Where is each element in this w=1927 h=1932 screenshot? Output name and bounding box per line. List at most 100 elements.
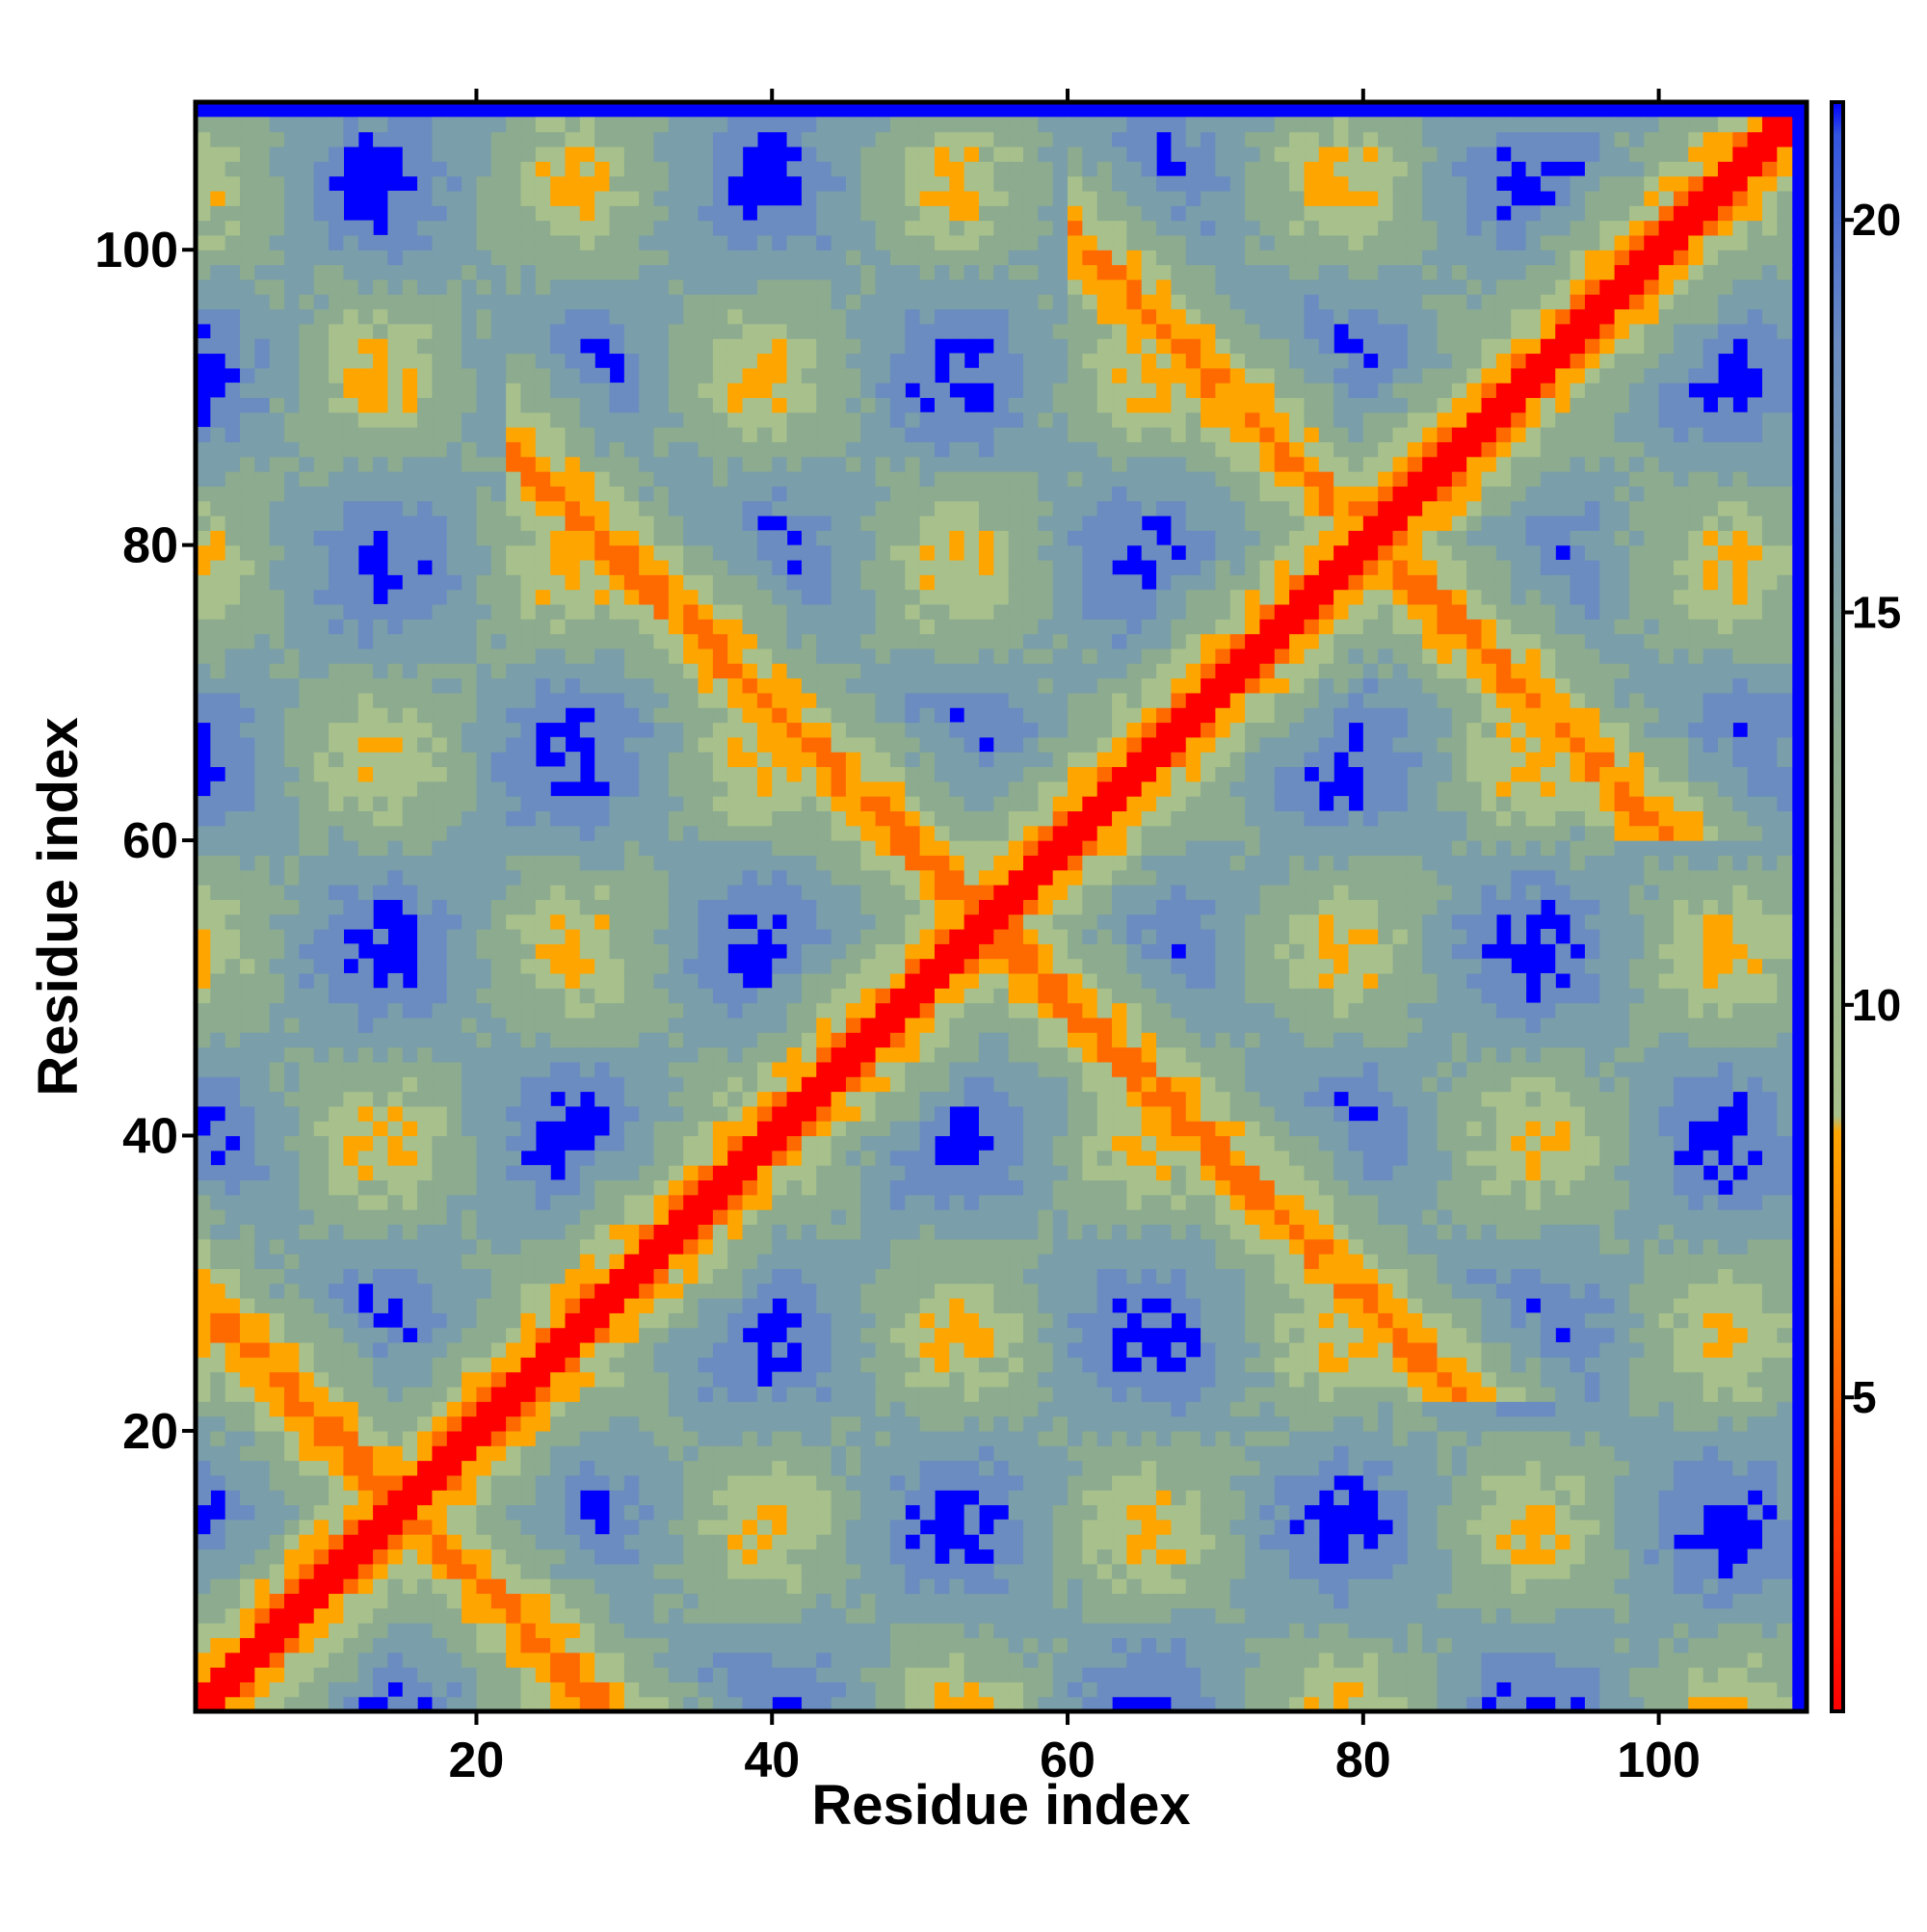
heatmap-cell	[653, 1238, 670, 1255]
heatmap-cell	[476, 796, 492, 812]
heatmap-cell	[639, 589, 655, 605]
heatmap-cell	[446, 825, 462, 841]
heatmap-cell	[446, 1254, 462, 1269]
heatmap-cell	[756, 722, 773, 738]
heatmap-cell	[343, 1121, 359, 1137]
heatmap-cell	[742, 840, 758, 856]
heatmap-cell	[609, 117, 625, 133]
heatmap-cell	[816, 1578, 832, 1595]
heatmap-cell	[653, 869, 670, 886]
heatmap-cell	[756, 411, 773, 428]
heatmap-cell	[756, 456, 773, 472]
heatmap-cell	[357, 855, 374, 871]
heatmap-cell	[727, 397, 744, 413]
heatmap-cell	[756, 205, 773, 222]
heatmap-cell	[845, 1238, 861, 1255]
heatmap-cell	[240, 1667, 255, 1682]
heatmap-cell	[210, 722, 226, 738]
heatmap-cell	[224, 1283, 241, 1299]
heatmap-cell	[683, 810, 700, 827]
heatmap-cell	[299, 441, 315, 458]
heatmap-cell	[343, 1667, 359, 1682]
heatmap-cell	[875, 1430, 891, 1446]
heatmap-cell	[462, 1254, 478, 1269]
heatmap-cell	[357, 1194, 374, 1210]
heatmap-cell	[875, 825, 891, 841]
heatmap-cell	[727, 161, 744, 177]
heatmap-cell	[683, 766, 700, 782]
heatmap-cell	[623, 1357, 640, 1373]
heatmap-cell	[506, 456, 522, 472]
heatmap-cell	[623, 383, 640, 399]
heatmap-cell	[210, 544, 226, 561]
heatmap-cell	[402, 796, 418, 812]
heatmap-cell	[831, 1150, 847, 1166]
heatmap-cell	[313, 1150, 330, 1166]
heatmap-cell	[683, 1563, 700, 1579]
heatmap-cell	[196, 943, 211, 960]
heatmap-cell	[860, 1312, 877, 1329]
heatmap-cell	[786, 1474, 803, 1491]
heatmap-cell	[875, 1121, 891, 1137]
heatmap-cell	[506, 1209, 522, 1225]
heatmap-cell	[313, 1445, 330, 1462]
heatmap-cell	[357, 648, 374, 664]
heatmap-cell	[594, 840, 611, 856]
heatmap-cell	[417, 840, 434, 856]
heatmap-cell	[476, 308, 492, 325]
heatmap-cell	[712, 1179, 728, 1196]
heatmap-cell	[476, 1460, 492, 1476]
heatmap-cell	[653, 220, 670, 236]
heatmap-cell	[668, 427, 684, 442]
heatmap-cell	[550, 1179, 567, 1196]
heatmap-cell	[875, 559, 891, 575]
heatmap-cell	[402, 869, 418, 886]
heatmap-cell	[476, 1165, 492, 1181]
heatmap-cell	[387, 427, 404, 442]
heatmap-cell	[329, 855, 344, 871]
heatmap-cell	[801, 736, 817, 753]
heatmap-cell	[210, 1121, 226, 1137]
heatmap-cell	[357, 810, 374, 827]
heatmap-cell	[698, 1371, 714, 1388]
heatmap-cell	[816, 1652, 832, 1668]
heatmap-cell	[831, 1607, 847, 1624]
heatmap-cell	[786, 722, 803, 738]
heatmap-cell	[357, 1357, 374, 1373]
heatmap-cell	[683, 972, 700, 989]
heatmap-cell	[639, 1224, 655, 1240]
heatmap-cell	[476, 1490, 492, 1506]
heatmap-cell	[462, 559, 478, 575]
heatmap-cell	[550, 648, 567, 664]
heatmap-cell	[284, 1209, 300, 1225]
heatmap-cell	[269, 1623, 285, 1638]
heatmap-cell	[742, 1401, 758, 1417]
heatmap-cell	[875, 1254, 891, 1269]
heatmap-cell	[313, 1474, 330, 1491]
heatmap-cell	[786, 1371, 803, 1388]
heatmap-cell	[462, 367, 478, 384]
heatmap-cell	[520, 1386, 537, 1402]
heatmap-cell	[653, 1534, 670, 1550]
heatmap-cell	[329, 1607, 344, 1624]
heatmap-cell	[254, 1652, 271, 1668]
heatmap-cell	[417, 1283, 434, 1299]
heatmap-cell	[727, 810, 744, 827]
heatmap-cell	[224, 559, 241, 575]
heatmap-cell	[254, 1578, 271, 1595]
heatmap-cell	[609, 1209, 625, 1225]
heatmap-cell	[845, 810, 861, 827]
heatmap-cell	[446, 1046, 462, 1063]
heatmap-cell	[432, 1105, 448, 1122]
heatmap-cell	[565, 810, 581, 827]
heatmap-cell	[373, 1105, 389, 1122]
heatmap-cell	[639, 825, 655, 841]
heatmap-cell	[210, 559, 226, 575]
heatmap-cell	[210, 692, 226, 708]
heatmap-cell	[831, 500, 847, 516]
heatmap-cell	[565, 250, 581, 266]
heatmap-cell	[786, 825, 803, 841]
heatmap-cell	[520, 1165, 537, 1181]
heatmap-cell	[506, 1341, 522, 1358]
heatmap-cell	[284, 1548, 300, 1565]
